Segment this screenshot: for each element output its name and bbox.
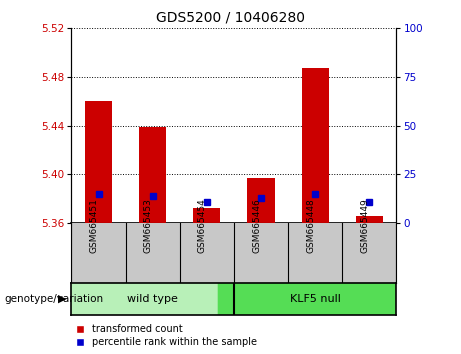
Bar	[356, 216, 383, 223]
Bar	[139, 127, 166, 223]
FancyBboxPatch shape	[218, 274, 413, 325]
Bar	[85, 101, 112, 223]
Text: wild type: wild type	[127, 294, 178, 304]
Text: GSM665451: GSM665451	[89, 199, 99, 253]
Bar	[193, 209, 220, 223]
Legend: transformed count, percentile rank within the sample: transformed count, percentile rank withi…	[77, 325, 257, 347]
FancyBboxPatch shape	[55, 274, 250, 325]
Bar	[301, 68, 329, 223]
Text: genotype/variation: genotype/variation	[5, 294, 104, 304]
Text: KLF5 null: KLF5 null	[290, 294, 341, 304]
Text: GSM665454: GSM665454	[198, 199, 207, 253]
Text: GDS5200 / 10406280: GDS5200 / 10406280	[156, 11, 305, 25]
Text: ▶: ▶	[59, 294, 67, 304]
Text: GSM665446: GSM665446	[252, 199, 261, 253]
Bar	[248, 178, 275, 223]
Text: GSM665448: GSM665448	[306, 199, 315, 253]
Text: GSM665449: GSM665449	[361, 199, 369, 253]
Text: GSM665453: GSM665453	[144, 199, 153, 253]
